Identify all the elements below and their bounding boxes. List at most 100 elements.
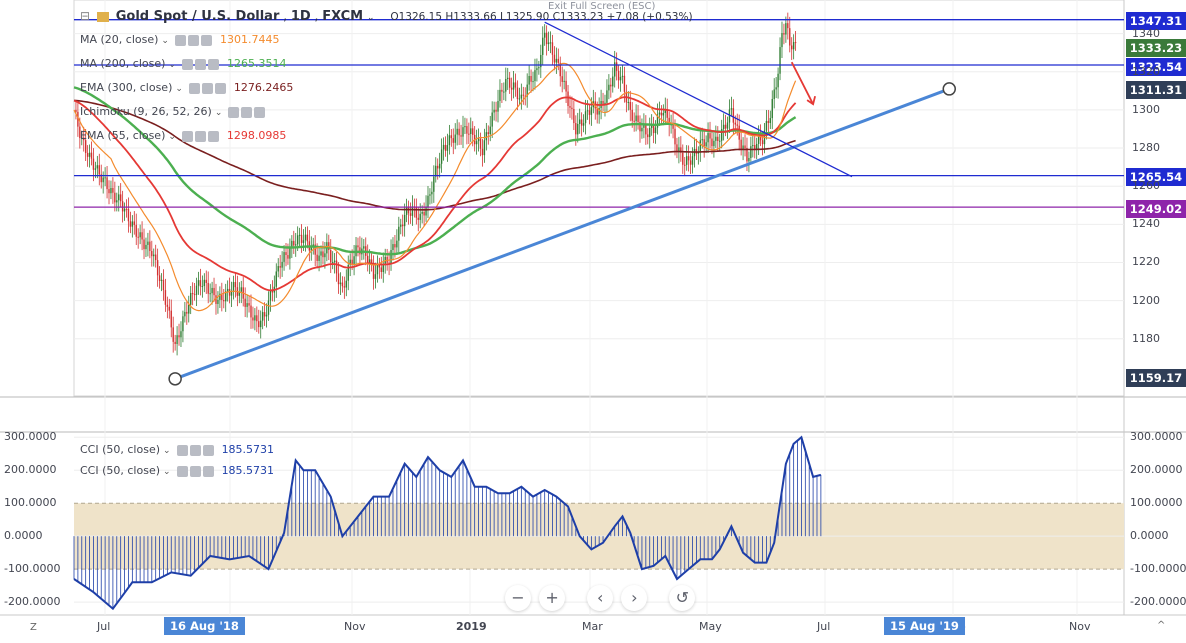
candle-body	[221, 293, 223, 300]
chevron-down-icon[interactable]: ⌄	[168, 60, 176, 70]
candle-body	[610, 84, 612, 87]
gear-icon[interactable]	[194, 130, 206, 142]
oscillator-controls[interactable]	[176, 441, 216, 459]
candle-body	[191, 293, 194, 295]
candle-body	[742, 145, 744, 149]
close-icon[interactable]	[207, 130, 219, 142]
close-icon[interactable]	[202, 444, 214, 456]
candle-body	[748, 158, 750, 162]
indicator-controls[interactable]	[181, 127, 221, 145]
oscillator-name: CCI (50, close)	[80, 443, 161, 456]
candle-body	[495, 109, 497, 112]
z-button[interactable]: Z	[30, 622, 37, 633]
candle-body	[510, 87, 513, 90]
candle-body	[256, 315, 258, 322]
close-icon[interactable]	[214, 82, 226, 94]
chevron-down-icon[interactable]: ⌄	[163, 446, 171, 456]
indicator-controls[interactable]	[188, 79, 228, 97]
indicator-row[interactable]: MA (20, close) ⌄ 1301.7445	[80, 31, 279, 49]
candle-body	[464, 126, 466, 128]
indicator-row[interactable]: MA (200, close) ⌄ 1265.3514	[80, 55, 286, 73]
close-icon[interactable]	[200, 34, 212, 46]
candle-body	[791, 45, 793, 50]
zoom-in-button[interactable]: +	[539, 585, 566, 611]
zoom-out-button[interactable]: −	[505, 585, 531, 611]
candle-body	[396, 240, 398, 248]
chevron-down-icon[interactable]: ⌄	[163, 467, 171, 477]
gear-icon[interactable]	[194, 58, 206, 70]
price-tag: 1249.02	[1126, 200, 1186, 218]
oscillator-controls[interactable]	[176, 462, 216, 480]
candle-body	[228, 288, 231, 296]
oscillator-row[interactable]: CCI (50, close) ⌄ 185.5731	[80, 462, 274, 480]
candle-body	[619, 76, 622, 81]
indicator-row[interactable]: EMA (55, close) ⌄ 1298.0985	[80, 127, 286, 145]
candle-body	[522, 94, 524, 96]
close-icon[interactable]	[254, 106, 266, 118]
chevron-down-icon[interactable]: ⌄	[168, 132, 176, 142]
indicator-value: 1301.7445	[219, 33, 280, 46]
candle-body	[507, 77, 509, 80]
indicator-controls[interactable]	[228, 103, 267, 121]
scroll-forward-button[interactable]: ›	[621, 585, 648, 611]
candle-body	[318, 255, 320, 261]
eye-icon[interactable]	[176, 465, 188, 477]
candle-body	[151, 250, 153, 257]
eye-icon[interactable]	[176, 444, 188, 456]
candle-body	[553, 54, 556, 63]
eye-icon[interactable]	[188, 82, 200, 94]
candle-body	[536, 68, 538, 71]
gear-icon[interactable]	[189, 465, 201, 477]
indicator-row[interactable]: Ichimoku (9, 26, 52, 26) ⌄	[80, 103, 273, 121]
gear-icon[interactable]	[189, 444, 201, 456]
candle-body	[193, 294, 196, 296]
chevron-down-icon[interactable]: ⌄	[214, 108, 223, 118]
eye-icon[interactable]	[181, 130, 193, 142]
candle-body	[540, 54, 542, 68]
reset-button[interactable]: ↺	[669, 585, 696, 611]
eye-icon[interactable]	[181, 58, 193, 70]
collapse-button[interactable]: ^	[1157, 620, 1166, 631]
candle-body	[682, 152, 684, 165]
candle-body	[520, 94, 523, 99]
candle-body	[141, 232, 143, 240]
candle-body	[493, 109, 495, 113]
candle-body	[139, 232, 141, 238]
gear-icon[interactable]	[187, 34, 199, 46]
gear-icon[interactable]	[241, 106, 253, 118]
exit-fullscreen-label[interactable]: Exit Full Screen (ESC)	[548, 1, 656, 12]
candle-body	[427, 195, 429, 207]
candle-body	[612, 76, 614, 87]
indicator-controls[interactable]	[174, 31, 214, 49]
collapse-icon[interactable]: ⊟	[80, 9, 91, 23]
scroll-back-button[interactable]: ‹	[587, 585, 614, 611]
candle-body	[376, 264, 379, 275]
symbol-name[interactable]: Gold Spot / U.S. Dollar	[115, 9, 280, 24]
chevron-down-icon[interactable]: ⌄	[161, 36, 169, 46]
candle-body	[664, 108, 666, 113]
candle-body	[746, 148, 748, 162]
eye-icon[interactable]	[228, 106, 240, 118]
candle-body	[452, 138, 454, 143]
trendline-handle	[942, 82, 956, 96]
candle-body	[133, 221, 135, 225]
interval[interactable]: 1D	[290, 9, 311, 24]
price-tag: 1311.31	[1126, 81, 1186, 99]
gear-icon[interactable]	[201, 82, 213, 94]
oscillator-row[interactable]: CCI (50, close) ⌄ 185.5731	[80, 441, 274, 459]
chevron-down-icon[interactable]: ⌄	[366, 13, 375, 23]
candle-body	[295, 244, 297, 246]
candle-body	[380, 267, 383, 273]
close-icon[interactable]	[207, 58, 219, 70]
candle-body	[341, 282, 344, 287]
eye-icon[interactable]	[174, 34, 186, 46]
candle-body	[269, 290, 272, 301]
close-icon[interactable]	[202, 465, 214, 477]
candle-body	[512, 82, 515, 90]
candle-body	[703, 139, 705, 147]
indicator-controls[interactable]	[181, 55, 221, 73]
indicator-row[interactable]: EMA (300, close) ⌄ 1276.2465	[80, 79, 293, 97]
candle-body	[444, 144, 447, 151]
chevron-down-icon[interactable]: ⌄	[175, 84, 183, 94]
